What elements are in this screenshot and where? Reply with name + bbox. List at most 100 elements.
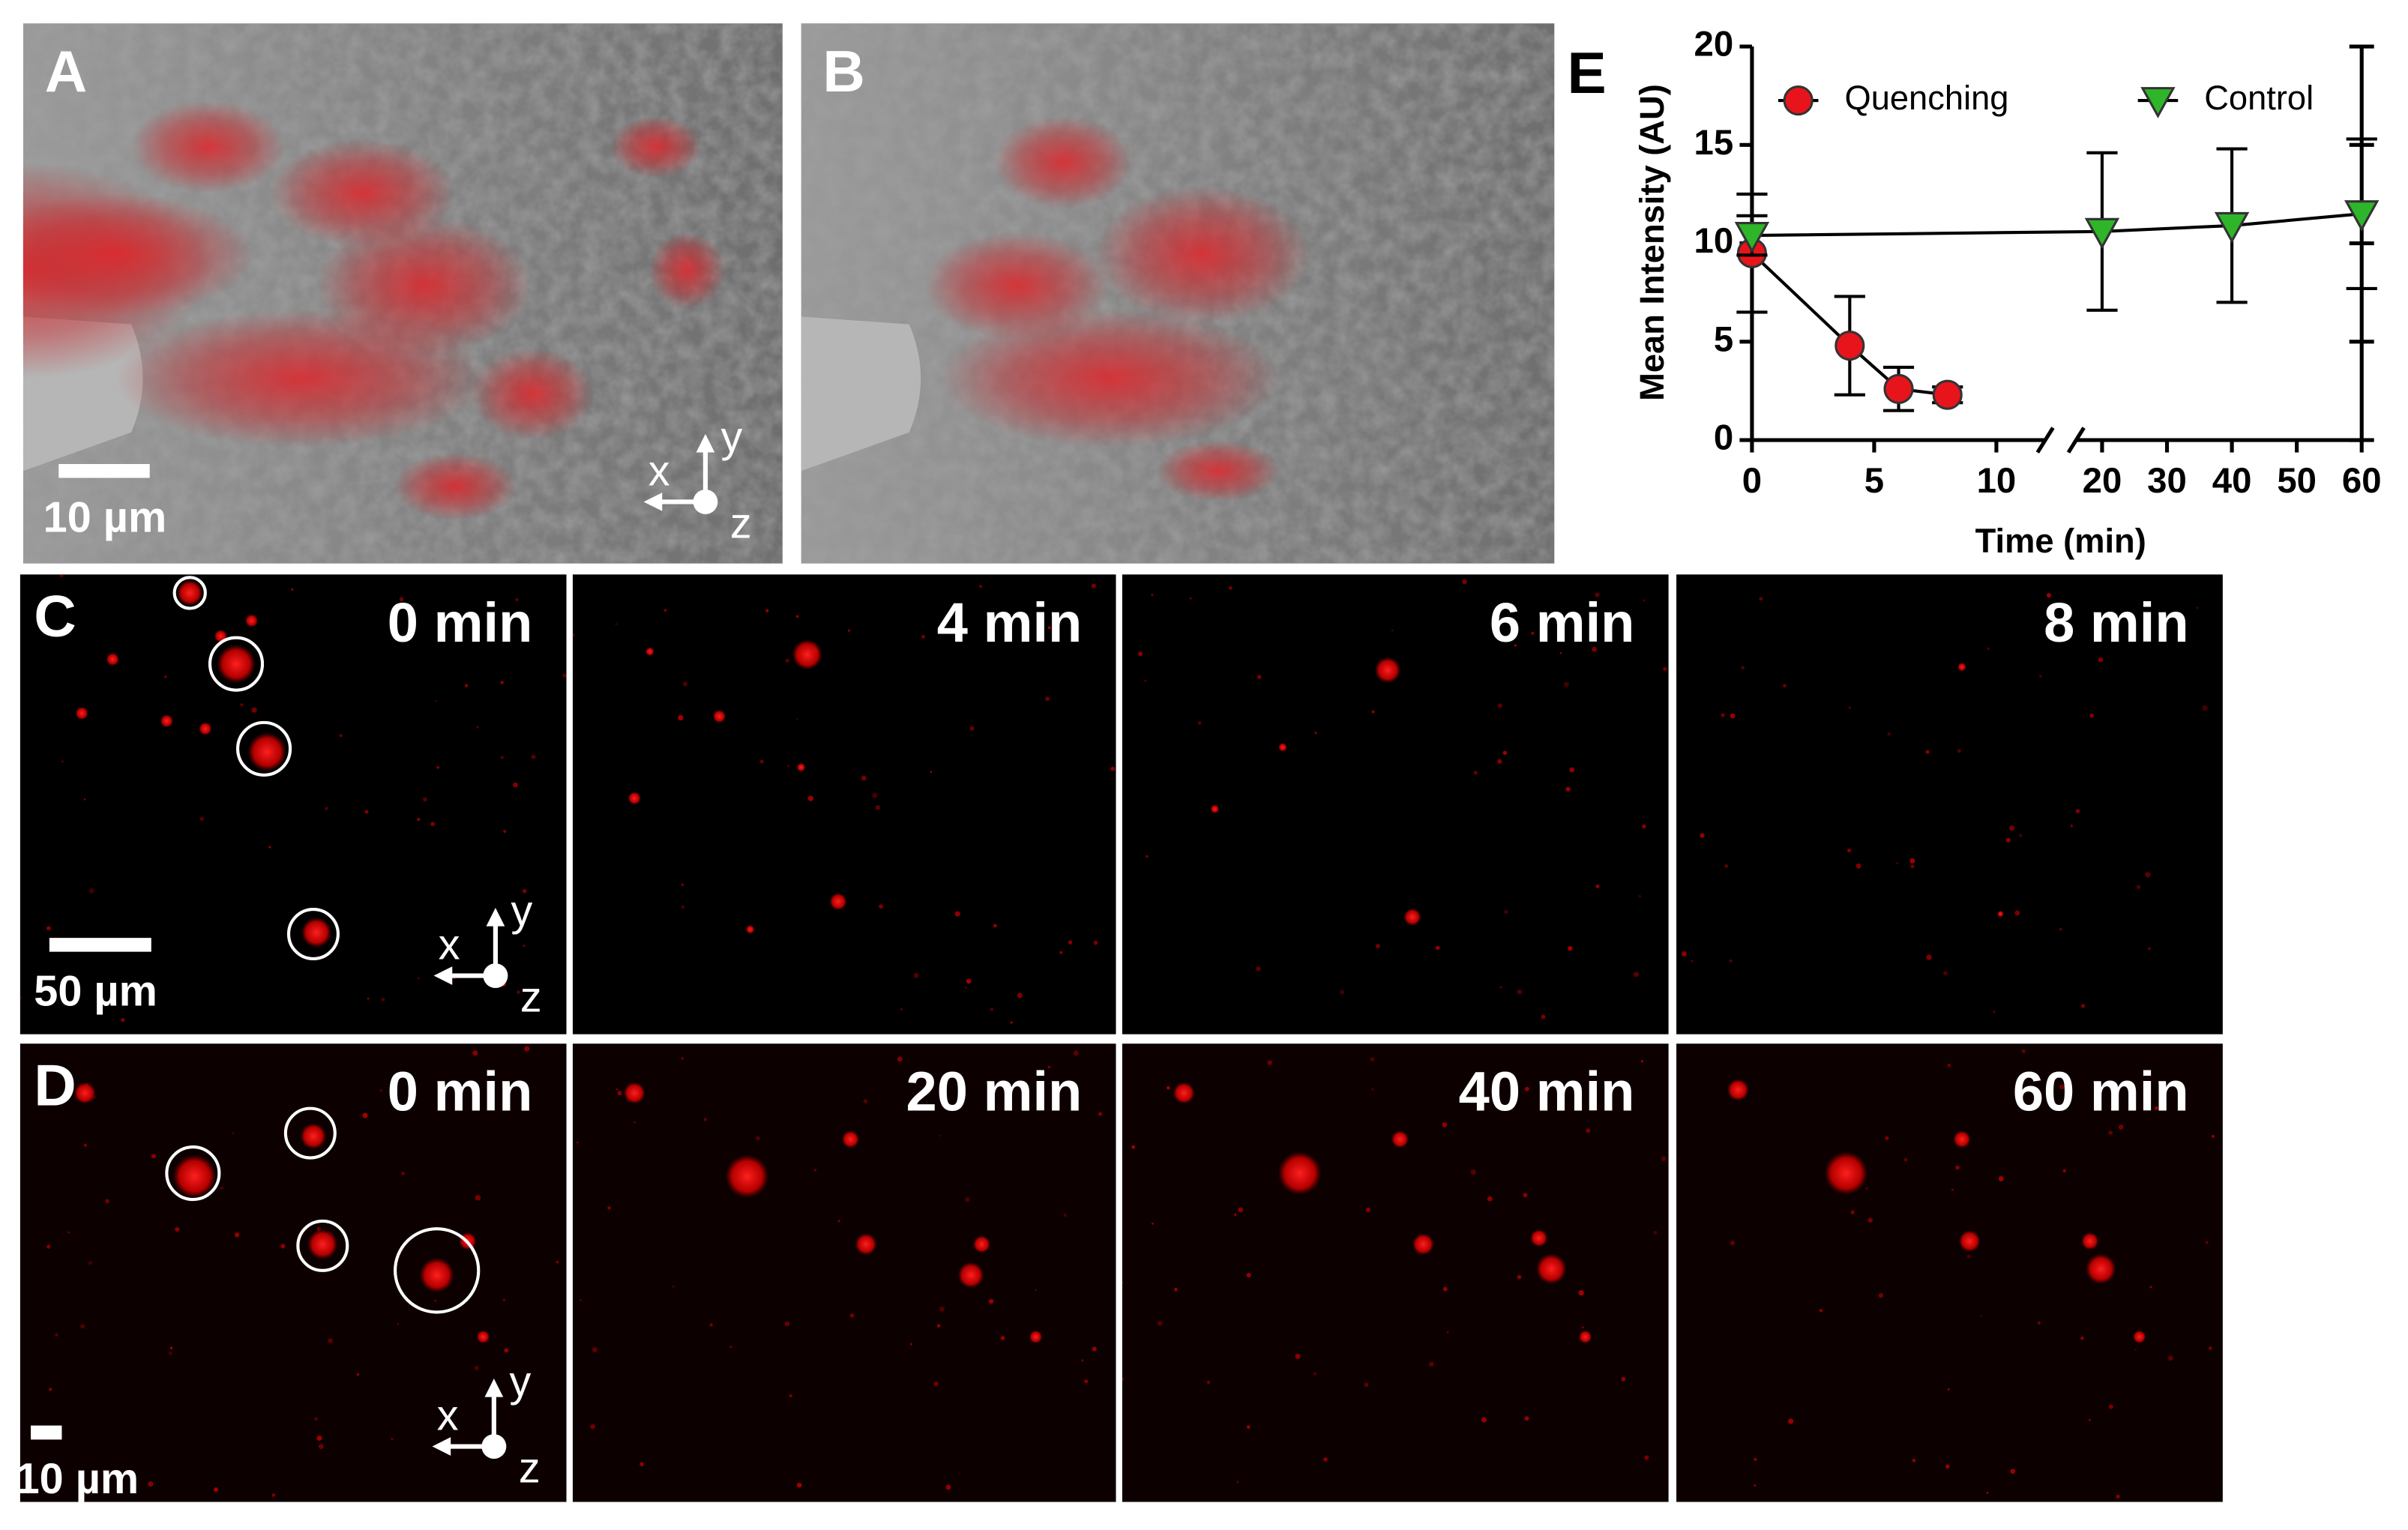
axis-letter: y [509,1358,531,1406]
noise-speck [1754,1457,1757,1462]
noise-speck [2208,1346,2212,1350]
time-label: 60 min [2013,1061,2189,1123]
noise-speck [19,996,22,1000]
noise-speck [615,623,618,626]
time-label: 6 min [1490,591,1635,654]
cell-spot [957,1262,984,1289]
noise-speck [789,1394,792,1398]
noise-speck [1987,647,1990,651]
noise-speck [1236,1481,1239,1484]
noise-speck [1721,713,1725,717]
noise-speck [1910,864,1915,869]
noise-speck [1754,1484,1757,1487]
noise-speck [2116,1494,2120,1499]
pipette [801,316,921,472]
noise-speck [1642,824,1646,829]
data-point [1932,379,1963,410]
noise-speck [504,1348,509,1353]
noise-speck [1146,855,1149,858]
cell-spot [645,647,654,656]
noise-speck [1499,986,1502,989]
cell-spot [176,579,203,606]
noise-speck [607,1205,612,1210]
cell-spot [300,1123,327,1149]
noise-speck [863,1099,868,1103]
noise-speck [1531,631,1535,635]
noise-speck [1947,1063,1951,1067]
noise-speck [1436,945,1440,951]
highlight-circle [283,1106,337,1160]
noise-speck [1017,993,1023,999]
noise-speck [2159,1100,2163,1104]
cell-spot [972,1235,991,1253]
noise-speck [2037,1321,2041,1325]
noise-speck [1926,954,1932,960]
noise-speck [1523,1193,1528,1198]
noise-speck [379,1088,383,1092]
noise-speck [472,1050,478,1056]
cell-spot [1210,804,1220,813]
noise-speck [1442,1286,1448,1292]
noise-speck [2089,713,2094,718]
x-tick-label: 0 [1742,461,1762,501]
axis-dot [481,1434,507,1460]
noise-speck [1073,1050,1079,1056]
noise-speck [1010,1021,1013,1024]
noise-speck [251,707,257,713]
cell-spot [841,1130,860,1148]
cell-spot [1997,910,2004,918]
noise-speck [2005,837,2011,843]
noise-speck [1559,651,1562,654]
noise-speck [2154,1106,2158,1110]
noise-speck [67,1231,70,1234]
cell-spot [627,792,641,805]
noise-speck [1137,651,1143,657]
noise-speck [577,1141,579,1144]
noise-speck [1470,1169,1476,1175]
fluorescence [115,309,487,448]
noise-speck [872,792,878,798]
noise-speck [2098,657,2104,663]
noise-speck [921,634,925,639]
noise-speck [1885,1136,1889,1140]
x-tick-label: 10 [1977,461,2017,501]
series-line [1751,212,2362,238]
highlight-circle [394,1227,481,1314]
data-point [1834,331,1865,361]
noise-speck [1586,1128,1591,1133]
noise-speck [175,1226,180,1232]
x-tick-label: 50 [2277,461,2317,501]
noise-speck [1783,684,1787,688]
chart-e: E Mean Intensity (AU) Time (min) 0 5 10 15 2… [1568,25,2382,560]
noise-speck [401,1172,405,1175]
noise-speck [1896,862,1899,865]
cell-spot [1727,1079,1749,1101]
noise-speck [367,997,370,1000]
fluorescence [131,100,286,193]
fluorescence-image [1122,574,1669,1034]
noise-speck [2202,705,2208,711]
noise-speck [2167,1355,2173,1361]
noise-speck [318,1444,324,1449]
noise-speck [2075,809,2080,813]
fluorescence-image [19,1043,567,1502]
noise-speck [847,629,851,632]
noise-speck [900,1008,903,1011]
fluorescence-image [572,574,1116,1034]
noise-speck [2070,824,2074,828]
noise-speck [515,597,519,602]
axis-letter: x [648,448,670,496]
noise-speck [2205,1241,2209,1244]
noise-speck [592,1346,598,1353]
cell-spot [1957,662,1966,672]
noise-speck [979,585,983,588]
noise-speck [1569,767,1575,773]
noise-speck [965,1196,970,1202]
noise-speck [1122,1377,1125,1382]
noise-speck [681,1057,684,1060]
cell-spot [476,1330,490,1343]
noise-speck [1638,894,1642,898]
noise-speck [1517,989,1523,995]
noise-speck [1955,1165,1960,1170]
x-tick-label: 60 [2342,461,2382,501]
